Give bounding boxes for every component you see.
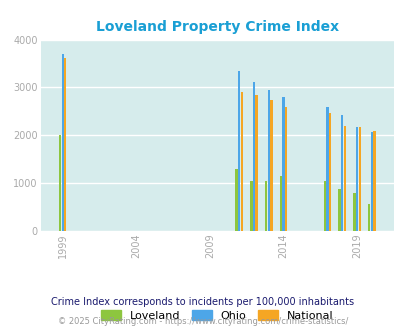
- Bar: [372, 131, 375, 231]
- Bar: [264, 181, 266, 231]
- Bar: [62, 54, 64, 231]
- Bar: [279, 176, 281, 231]
- Bar: [358, 127, 360, 231]
- Bar: [235, 169, 237, 231]
- Bar: [249, 181, 252, 231]
- Bar: [270, 100, 272, 231]
- Text: Crime Index corresponds to incidents per 100,000 inhabitants: Crime Index corresponds to incidents per…: [51, 297, 354, 307]
- Bar: [284, 107, 287, 231]
- Text: © 2025 CityRating.com - https://www.cityrating.com/crime-statistics/: © 2025 CityRating.com - https://www.city…: [58, 317, 347, 326]
- Bar: [255, 95, 257, 231]
- Bar: [352, 193, 355, 231]
- Bar: [267, 90, 269, 231]
- Bar: [370, 132, 372, 231]
- Title: Loveland Property Crime Index: Loveland Property Crime Index: [96, 20, 338, 34]
- Legend: Loveland, Ohio, National: Loveland, Ohio, National: [97, 306, 337, 325]
- Bar: [240, 92, 243, 231]
- Bar: [326, 107, 328, 231]
- Bar: [59, 135, 61, 231]
- Bar: [64, 58, 66, 231]
- Bar: [328, 113, 330, 231]
- Bar: [355, 127, 357, 231]
- Bar: [252, 82, 254, 231]
- Bar: [343, 126, 345, 231]
- Bar: [281, 97, 284, 231]
- Bar: [323, 181, 325, 231]
- Bar: [338, 189, 340, 231]
- Bar: [238, 71, 240, 231]
- Bar: [340, 115, 343, 231]
- Bar: [367, 205, 369, 231]
